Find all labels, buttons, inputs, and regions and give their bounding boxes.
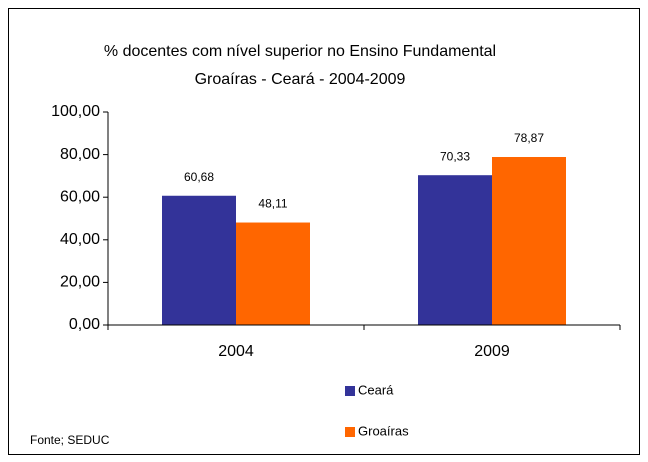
data-label: 70,33 — [440, 149, 470, 163]
y-tick-label: 100,00 — [51, 103, 100, 120]
y-tick-label: 0,00 — [69, 316, 100, 333]
y-tick-label: 20,00 — [60, 274, 100, 291]
data-label: 60,68 — [184, 170, 214, 184]
bar — [418, 175, 492, 325]
chart-title: % docentes com nível superior no Ensino … — [104, 43, 496, 60]
data-label: 78,87 — [514, 131, 544, 145]
legend-label: Groaíras — [358, 423, 409, 438]
x-tick-label: 2004 — [218, 343, 254, 360]
x-tick-label: 2009 — [474, 343, 510, 360]
y-tick-label: 60,00 — [60, 188, 100, 205]
y-tick-label: 40,00 — [60, 231, 100, 248]
source-note: Fonte; SEDUC — [30, 433, 110, 447]
legend-swatch — [345, 427, 355, 437]
data-label: 48,11 — [258, 197, 287, 211]
legend-swatch — [345, 386, 355, 396]
bar — [236, 222, 310, 325]
legend-label: Ceará — [358, 382, 394, 397]
y-tick-label: 80,00 — [60, 146, 100, 163]
bar — [492, 157, 566, 325]
bar — [162, 195, 236, 325]
chart-subtitle: Groaíras - Ceará - 2004-2009 — [195, 71, 406, 88]
